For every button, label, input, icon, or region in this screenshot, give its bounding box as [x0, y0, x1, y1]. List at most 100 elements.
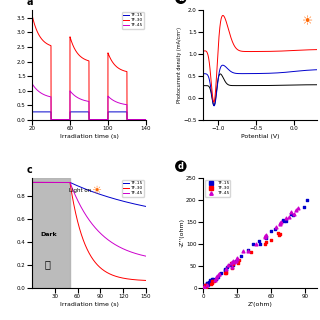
Legend: TF-15, TF-30, TF-45: TF-15, TF-30, TF-45 — [122, 180, 144, 196]
TF-15 — [74, 110, 77, 114]
TF-15 — [291, 212, 296, 217]
TF-45 — [202, 285, 207, 291]
TF-15 — [213, 276, 219, 281]
Line: TF-45: TF-45 — [32, 84, 146, 119]
TF-15 — [51, 117, 55, 121]
TF-45 — [288, 210, 293, 215]
TF-30 — [236, 258, 242, 263]
TF-45 — [214, 273, 219, 278]
TF-30 — [212, 278, 217, 283]
TF-15 — [222, 268, 227, 273]
TF-15 — [224, 265, 229, 270]
TF-30 — [30, 13, 34, 17]
TF-30 — [201, 284, 206, 289]
TF-45 — [230, 258, 235, 263]
TF-30 — [223, 270, 228, 276]
TF-15 — [204, 281, 209, 286]
TF-30 — [104, 117, 108, 121]
TF-30 — [222, 271, 228, 276]
TF-15 — [223, 268, 228, 273]
TF-15 — [30, 180, 34, 184]
TF-15 — [201, 283, 206, 288]
TF-30 — [202, 283, 207, 288]
Y-axis label: -Z''(ohm): -Z''(ohm) — [180, 218, 185, 247]
TF-15 — [43, 180, 47, 184]
TF-30 — [201, 285, 206, 291]
TF-30 — [51, 117, 55, 121]
TF-15 — [223, 266, 228, 271]
TF-45 — [292, 212, 297, 217]
TF-15 — [257, 239, 262, 244]
TF-30 — [201, 285, 206, 291]
TF-45 — [273, 224, 278, 229]
Text: b: b — [178, 0, 184, 3]
Text: Dark: Dark — [41, 232, 57, 237]
TF-45 — [104, 117, 108, 121]
TF-15 — [130, 201, 133, 205]
Line: TF-30: TF-30 — [32, 182, 146, 280]
X-axis label: Irradiation time (s): Irradiation time (s) — [60, 302, 118, 307]
TF-45 — [74, 194, 78, 198]
Line: TF-30: TF-30 — [32, 15, 146, 119]
TF-15 — [210, 277, 215, 282]
TF-45 — [232, 260, 237, 265]
TF-30 — [229, 265, 234, 270]
TF-15 — [202, 285, 207, 291]
TF-30 — [208, 281, 213, 286]
Y-axis label: Photocurrent density (mA/cm²): Photocurrent density (mA/cm²) — [177, 27, 182, 103]
TF-15 — [231, 259, 236, 264]
TF-45 — [50, 180, 54, 184]
TF-15 — [207, 277, 212, 282]
TF-15 — [49, 117, 53, 121]
TF-45 — [74, 94, 77, 98]
TF-15 — [245, 248, 251, 253]
TF-15 — [280, 218, 285, 223]
TF-30 — [200, 285, 205, 291]
TF-15 — [215, 275, 220, 280]
TF-45 — [234, 255, 239, 260]
TF-15 — [104, 117, 108, 121]
TF-45 — [204, 282, 210, 287]
TF-15 — [202, 282, 207, 287]
TF-15 — [207, 280, 212, 285]
TF-15 — [272, 227, 277, 232]
TF-30 — [224, 270, 229, 275]
TF-45 — [201, 285, 206, 291]
TF-30 — [144, 117, 148, 121]
TF-15 — [288, 211, 293, 216]
TF-30 — [124, 69, 128, 73]
TF-45 — [253, 242, 258, 247]
TF-30 — [210, 278, 215, 284]
TF-45 — [229, 264, 234, 269]
Text: c: c — [26, 165, 32, 175]
TF-30 — [204, 284, 209, 289]
TF-30 — [204, 283, 209, 288]
TF-30 — [30, 180, 34, 184]
TF-15 — [79, 185, 83, 189]
TF-30 — [231, 261, 236, 267]
TF-15 — [218, 270, 223, 276]
TF-15 — [144, 117, 148, 121]
TF-45 — [262, 233, 267, 238]
X-axis label: Potential (V): Potential (V) — [241, 134, 279, 139]
Legend: TF-15, TF-30, TF-45: TF-15, TF-30, TF-45 — [205, 180, 230, 196]
TF-45 — [144, 117, 148, 121]
TF-30 — [210, 280, 215, 285]
TF-30 — [277, 232, 282, 237]
TF-45 — [277, 220, 283, 225]
TF-45 — [142, 254, 146, 258]
TF-45 — [295, 205, 300, 210]
Text: d: d — [178, 162, 184, 171]
Legend: TF-15, TF-30, TF-45: TF-15, TF-30, TF-45 — [122, 12, 144, 28]
TF-30 — [74, 212, 78, 215]
TF-45 — [49, 117, 53, 121]
TF-45 — [43, 180, 47, 184]
X-axis label: Irradiation time (s): Irradiation time (s) — [60, 134, 118, 139]
Text: ☀: ☀ — [302, 15, 313, 28]
TF-45 — [277, 222, 282, 227]
TF-15 — [204, 281, 209, 286]
Text: Light on: Light on — [69, 188, 91, 193]
TF-15 — [115, 110, 119, 114]
TF-45 — [283, 215, 288, 220]
TF-45 — [294, 207, 299, 212]
